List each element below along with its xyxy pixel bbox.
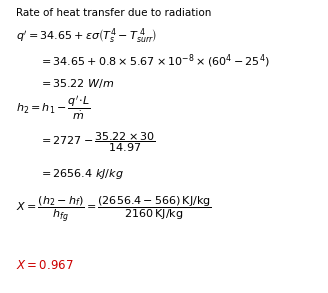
Text: $= 2656.4\ kJ / kg$: $= 2656.4\ kJ / kg$: [39, 167, 124, 181]
Text: $X = \dfrac{\left(h_2 - h_f\right)}{h_{fg}} = \dfrac{(2656.4 - 566)\,\mathrm{KJ/: $X = \dfrac{\left(h_2 - h_f\right)}{h_{f…: [16, 195, 212, 224]
Text: $q' = 34.65 + \varepsilon\sigma\left(T_s^{4} - T_{surr}^{\;4}\right)$: $q' = 34.65 + \varepsilon\sigma\left(T_s…: [16, 27, 158, 46]
Text: Rate of heat transfer due to radiation: Rate of heat transfer due to radiation: [16, 8, 212, 18]
Text: $h_2 = h_1 - \dfrac{q'\!\cdot\! L}{\dot{m}}$: $h_2 = h_1 - \dfrac{q'\!\cdot\! L}{\dot{…: [16, 95, 91, 122]
Text: $X = 0.967$: $X = 0.967$: [16, 259, 74, 272]
Text: $= 35.22\ W / m$: $= 35.22\ W / m$: [39, 77, 115, 90]
Text: $= 34.65 + 0.8 \times 5.67 \times 10^{-8} \times \left(60^4 - 25^4\right)$: $= 34.65 + 0.8 \times 5.67 \times 10^{-8…: [39, 53, 270, 70]
Text: $= 2727 - \dfrac{35.22 \times 30}{14.97}$: $= 2727 - \dfrac{35.22 \times 30}{14.97}…: [39, 130, 156, 154]
